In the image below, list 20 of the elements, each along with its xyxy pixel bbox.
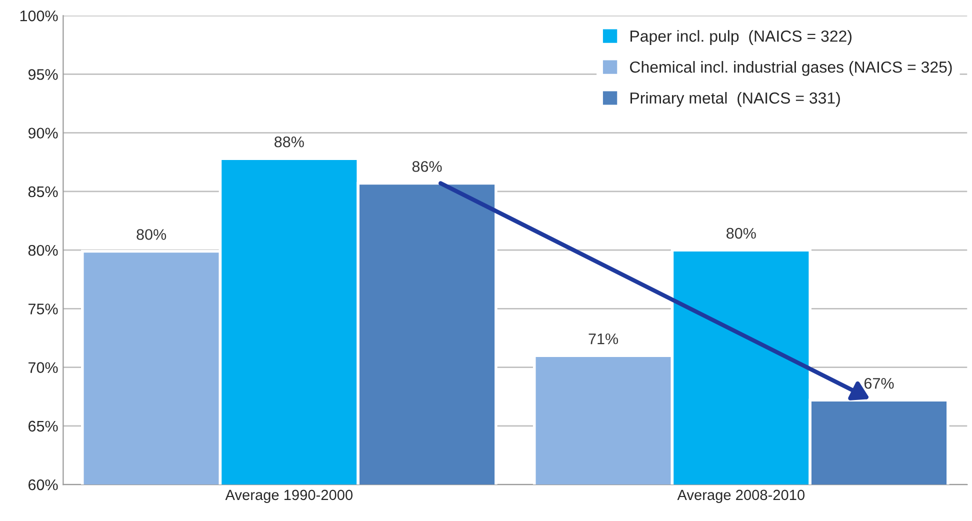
y-tick-label: 95% [28,69,58,80]
x-tick-label: Average 2008-2010 [677,490,805,503]
data-label: 71% [588,333,618,344]
data-label: 80% [726,228,756,239]
legend-label: Paper incl. pulp (NAICS = 322) [630,30,852,45]
y-tick-label: 80% [28,244,58,256]
x-tick-label: Average 1990-2000 [225,490,353,503]
y-tick-label: 60% [28,479,58,490]
data-label: 80% [136,229,166,240]
y-tick-label: 75% [28,304,58,314]
y-tick-label: 65% [28,420,58,432]
y-tick-label: 70% [28,362,58,373]
data-label: 67% [864,378,894,389]
y-tick-label: 90% [28,128,58,139]
y-tick-label: 85% [28,186,58,198]
y-tick-label: 100% [20,10,58,22]
legend-label: Chemical incl. industrial gases (NAICS = 325) [630,61,952,76]
legend-label: Primary metal (NAICS = 331) [630,92,840,107]
data-label: 88% [274,136,304,148]
data-label: 86% [412,161,442,172]
